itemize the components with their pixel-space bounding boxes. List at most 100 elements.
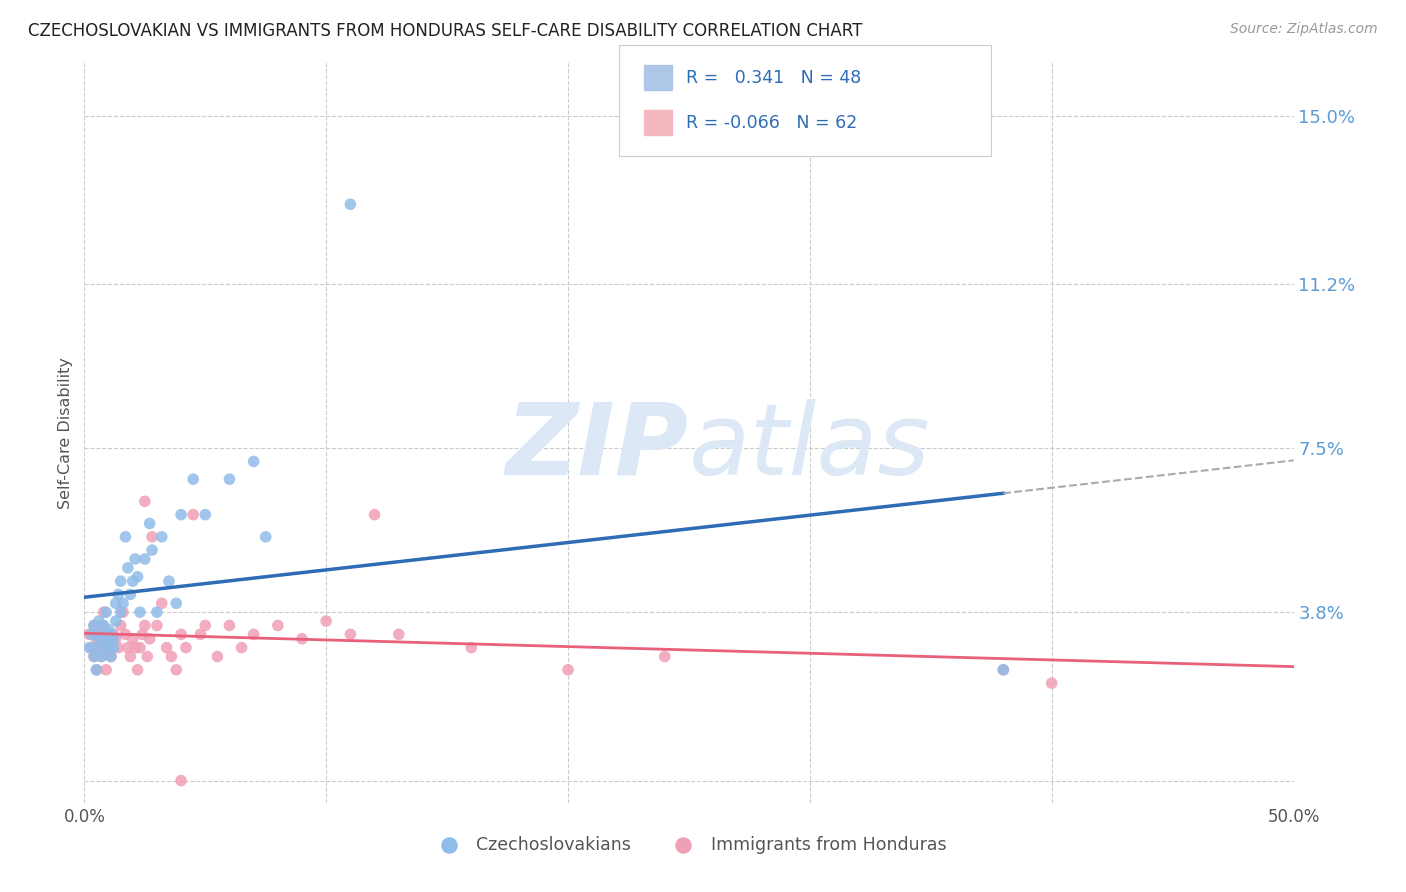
Point [339,627,361,641]
Point [104,614,127,628]
Point [170,508,193,522]
Point [181,472,204,486]
Point [86,663,108,677]
Point [103,627,125,641]
Point [124,640,146,655]
Point [160,649,183,664]
Point [146,605,169,619]
Point [83,649,105,664]
Point [87,627,110,641]
Point [97,640,120,655]
Point [267,618,290,632]
Point [107,640,129,655]
Point [83,618,105,632]
Point [120,649,142,664]
Point [218,472,240,486]
Point [100,649,122,664]
Point [134,618,156,632]
Point [174,640,197,655]
Point [83,649,105,664]
Point [557,663,579,677]
Point [110,605,132,619]
Point [138,632,160,646]
Point [194,508,217,522]
Point [150,530,173,544]
Point [121,632,143,646]
Point [207,649,229,664]
Point [93,618,115,632]
Point [138,516,160,531]
Point [1040,676,1063,690]
Point [110,618,132,632]
Point [77,627,100,641]
Point [94,605,117,619]
Point [121,574,143,588]
Point [150,596,173,610]
Point [141,530,163,544]
Point [93,605,115,619]
Point [77,640,100,655]
Point [129,640,152,655]
Point [110,574,132,588]
Point [87,632,110,646]
Point [103,632,125,646]
Point [90,618,112,632]
Point [131,627,153,641]
Point [315,614,337,628]
Point [94,632,117,646]
Point [242,627,264,641]
Point [155,640,177,655]
Point [170,627,193,641]
Point [104,632,127,646]
Point [114,530,136,544]
Text: R = -0.066   N = 62: R = -0.066 N = 62 [686,114,858,132]
Point [388,627,411,641]
Point [254,530,277,544]
Y-axis label: Self-Care Disability: Self-Care Disability [58,357,73,508]
Point [90,627,112,641]
Point [90,649,112,664]
Point [165,663,187,677]
Point [107,587,129,601]
Point [242,454,264,468]
Point [127,570,149,584]
Point [93,632,115,646]
Point [100,649,122,664]
Point [146,618,169,632]
Point [124,552,146,566]
Point [157,574,180,588]
Point [190,627,212,641]
Point [127,663,149,677]
Point [94,663,117,677]
Point [134,552,156,566]
Point [194,618,217,632]
Point [654,649,676,664]
Point [134,494,156,508]
Point [141,543,163,558]
Point [100,632,122,646]
Point [993,663,1015,677]
Point [231,640,253,655]
Point [80,627,103,641]
Text: R =   0.341   N = 48: R = 0.341 N = 48 [686,69,862,87]
Point [120,587,142,601]
Point [165,596,187,610]
Point [87,614,110,628]
Point [129,605,152,619]
Point [460,640,482,655]
Point [291,632,314,646]
Point [83,618,105,632]
Point [117,561,139,575]
Point [94,640,117,655]
Point [218,618,240,632]
Point [100,627,122,641]
Text: atlas: atlas [689,399,931,496]
Point [97,627,120,641]
Point [104,596,127,610]
Point [114,627,136,641]
Point [363,508,385,522]
Point [103,640,125,655]
Point [993,663,1015,677]
Point [97,623,120,637]
Point [112,605,135,619]
